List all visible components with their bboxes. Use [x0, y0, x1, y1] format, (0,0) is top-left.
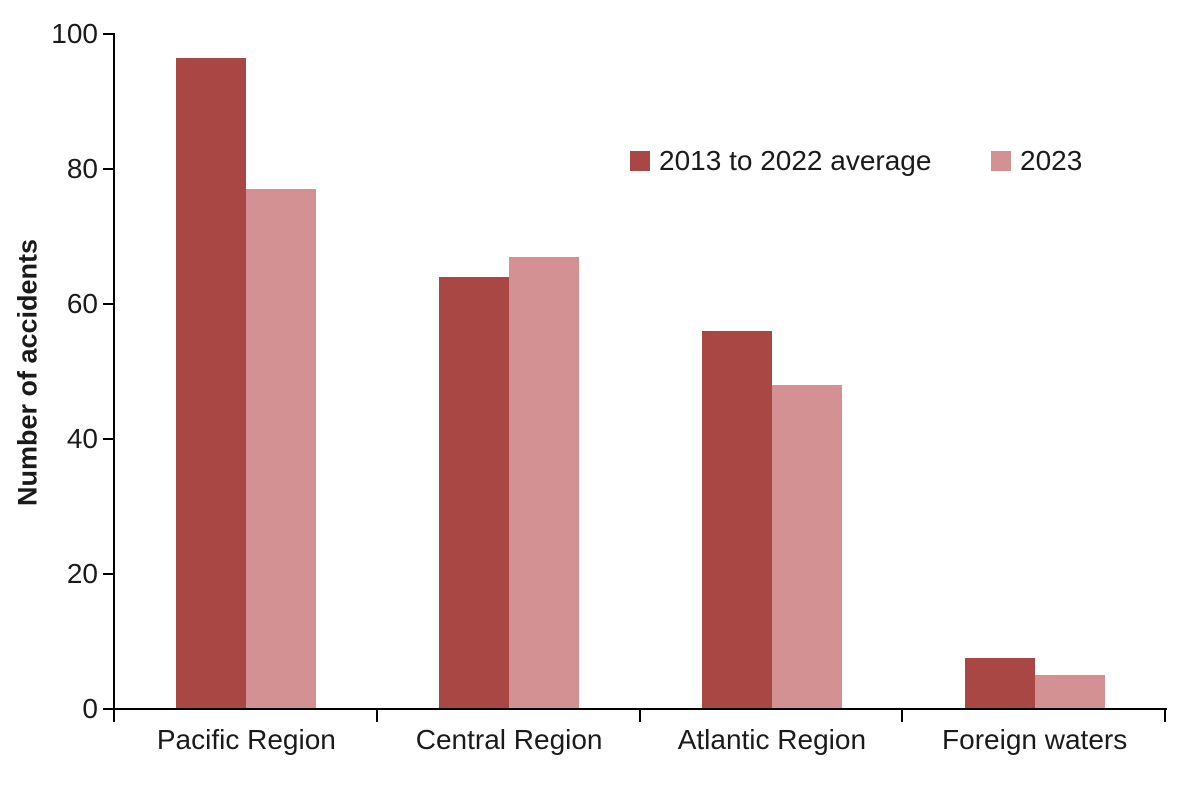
x-tick-mark	[375, 708, 378, 722]
x-tick-mark	[638, 708, 641, 722]
x-category-label-pacific-region: Pacific Region	[156, 724, 336, 755]
legend-swatch-icon	[630, 151, 650, 171]
bar-pacific-region-2013-to-2022-average	[176, 57, 247, 709]
x-tick-mark	[113, 708, 115, 722]
y-tick-label: 0	[82, 693, 98, 724]
y-tick-mark	[103, 573, 115, 575]
legend-item-2013-to-2022-average: 2013 to 2022 average	[630, 144, 931, 178]
y-tick-label: 60	[66, 288, 98, 319]
x-tick-mark	[1164, 708, 1166, 722]
y-tick-mark	[103, 303, 115, 305]
bar-pacific-region-2023	[246, 189, 317, 709]
y-tick-mark	[103, 168, 115, 170]
bar-foreign-waters-2013-to-2022-average	[964, 658, 1035, 709]
y-tick-mark	[103, 33, 115, 35]
bar-foreign-waters-2023	[1034, 675, 1105, 709]
legend-item-2023: 2023	[991, 144, 1082, 178]
x-category-label-central-region: Central Region	[415, 724, 603, 755]
y-tick-label: 80	[66, 153, 98, 184]
bar-atlantic-region-2023	[771, 385, 842, 709]
y-axis-title: Number of accidents	[12, 238, 43, 507]
bar-central-region-2013-to-2022-average	[439, 277, 510, 709]
x-tick-mark	[901, 708, 904, 722]
legend-label: 2023	[1020, 145, 1083, 176]
y-tick-label: 100	[51, 18, 98, 49]
bar-atlantic-region-2013-to-2022-average	[701, 331, 772, 709]
y-tick-label: 20	[66, 558, 98, 589]
y-axis-line	[113, 34, 115, 710]
x-category-label-foreign-waters: Foreign waters	[942, 724, 1128, 755]
legend-label: 2013 to 2022 average	[659, 145, 932, 176]
y-tick-label: 40	[66, 423, 98, 454]
y-tick-mark	[103, 438, 115, 440]
x-category-label-atlantic-region: Atlantic Region	[677, 724, 867, 755]
bar-central-region-2023	[509, 256, 580, 709]
legend-swatch-icon	[991, 151, 1011, 171]
y-tick-mark	[103, 708, 115, 710]
